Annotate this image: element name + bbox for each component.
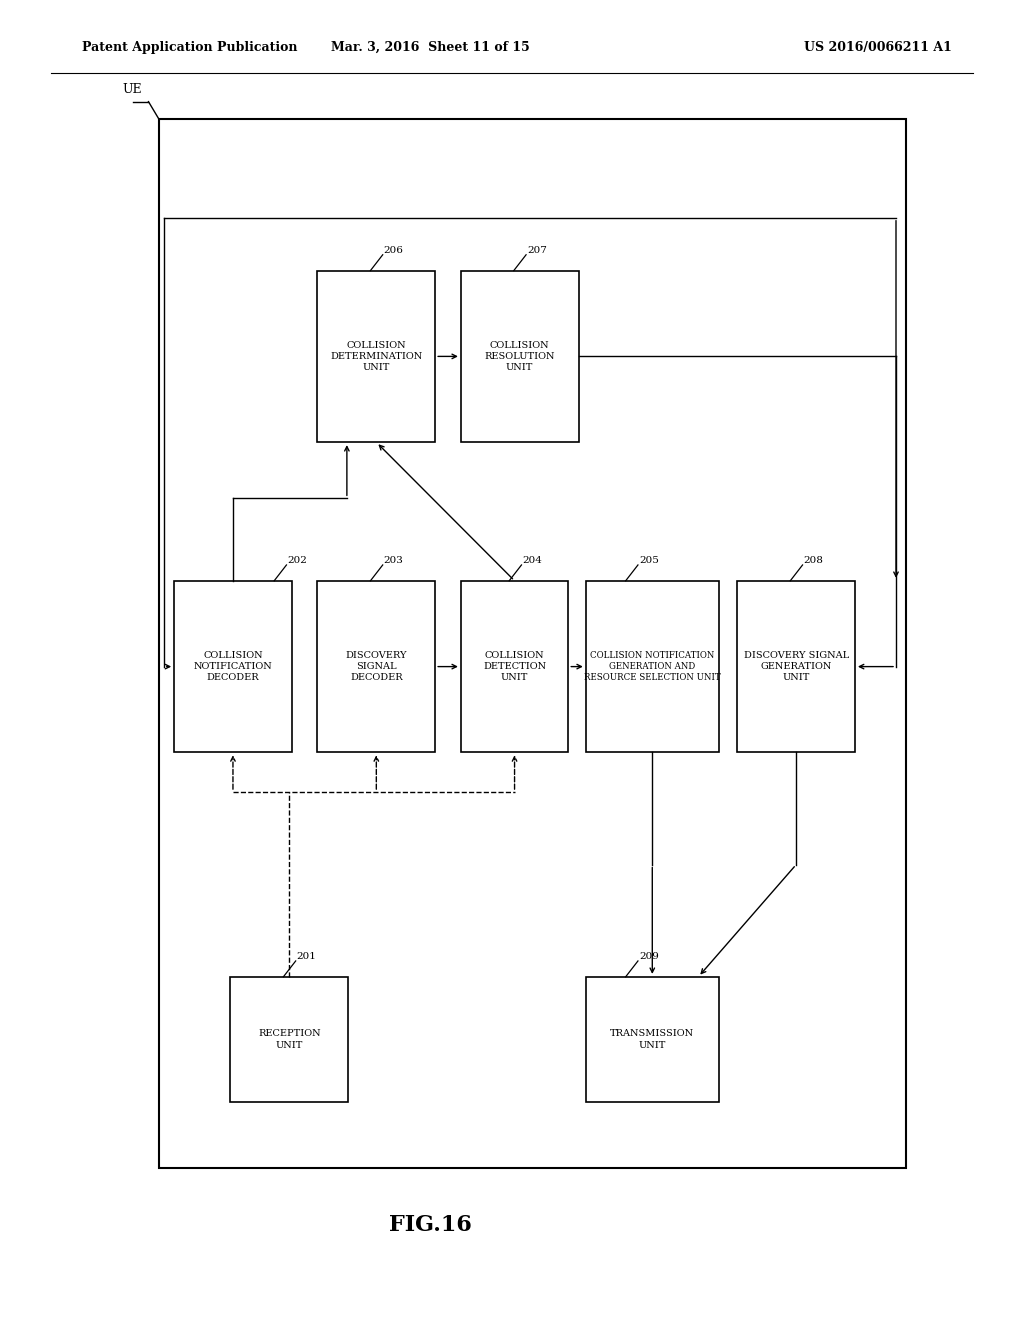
Bar [174, 581, 292, 752]
Text: DISCOVERY SIGNAL
GENERATION
UNIT: DISCOVERY SIGNAL GENERATION UNIT [743, 651, 849, 682]
Text: 206: 206 [384, 246, 403, 255]
Bar [317, 581, 435, 752]
Bar [586, 581, 719, 752]
Bar [230, 977, 348, 1102]
Text: 202: 202 [288, 556, 307, 565]
Text: COLLISION
RESOLUTION
UNIT: COLLISION RESOLUTION UNIT [484, 341, 555, 372]
Text: COLLISION
NOTIFICATION
DECODER: COLLISION NOTIFICATION DECODER [194, 651, 272, 682]
Bar [586, 977, 719, 1102]
Bar [317, 271, 435, 442]
Text: TRANSMISSION
UNIT: TRANSMISSION UNIT [610, 1030, 694, 1049]
Bar [737, 581, 855, 752]
Text: 208: 208 [804, 556, 823, 565]
Text: US 2016/0066211 A1: US 2016/0066211 A1 [805, 41, 952, 54]
Text: 207: 207 [527, 246, 547, 255]
Text: COLLISION
DETERMINATION
UNIT: COLLISION DETERMINATION UNIT [330, 341, 423, 372]
Text: 205: 205 [639, 556, 658, 565]
Bar [461, 271, 579, 442]
Text: FIG.16: FIG.16 [389, 1214, 471, 1236]
Text: COLLISION
DETECTION
UNIT: COLLISION DETECTION UNIT [483, 651, 546, 682]
Text: Mar. 3, 2016  Sheet 11 of 15: Mar. 3, 2016 Sheet 11 of 15 [331, 41, 529, 54]
Text: 203: 203 [384, 556, 403, 565]
Text: 209: 209 [639, 952, 658, 961]
Bar [159, 119, 906, 1168]
Text: DISCOVERY
SIGNAL
DECODER: DISCOVERY SIGNAL DECODER [345, 651, 408, 682]
Bar [461, 581, 568, 752]
Text: UE: UE [123, 83, 142, 96]
Text: COLLISION NOTIFICATION
GENERATION AND
RESOURCE SELECTION UNIT: COLLISION NOTIFICATION GENERATION AND RE… [584, 651, 721, 682]
Text: RECEPTION
UNIT: RECEPTION UNIT [258, 1030, 321, 1049]
Text: Patent Application Publication: Patent Application Publication [82, 41, 297, 54]
Text: 204: 204 [522, 556, 543, 565]
Text: 201: 201 [297, 952, 316, 961]
